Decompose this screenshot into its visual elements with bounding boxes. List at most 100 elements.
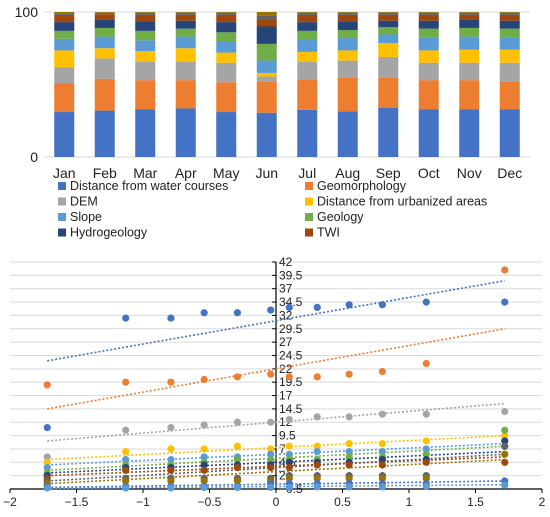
data-point [345, 453, 353, 461]
y-tick-label: 37 [279, 282, 293, 296]
data-point [285, 458, 293, 466]
bar-segment [54, 12, 75, 14]
x-tick-label: Dec [497, 165, 522, 181]
bar-segment [216, 52, 237, 63]
x-tick-label: Sep [376, 165, 401, 181]
data-point [345, 474, 353, 482]
y-tick-label: 27 [279, 335, 293, 349]
bar-segment [175, 62, 196, 81]
bar-segment [54, 38, 75, 51]
data-point [200, 375, 208, 384]
data-point [233, 418, 242, 426]
bar-segment [216, 82, 237, 113]
bar-segment [499, 49, 520, 63]
bar-segment [54, 30, 75, 39]
bar-segment [256, 12, 277, 16]
bar-segment [175, 12, 196, 13]
bar-segment [499, 12, 520, 15]
x-tick-label: 2 [539, 495, 546, 509]
data-point [122, 466, 130, 474]
bar-segment [418, 12, 439, 15]
x-tick-label: −1.5 [65, 495, 89, 509]
bar-segment [297, 12, 318, 15]
data-point [313, 303, 321, 311]
data-point [122, 378, 130, 386]
data-point [422, 298, 430, 306]
bar-segment [54, 67, 75, 84]
data-point [200, 445, 208, 453]
data-point [167, 378, 175, 386]
bar-segment [459, 62, 480, 81]
data-point [378, 461, 386, 469]
bar-segment [175, 48, 196, 63]
data-point [313, 413, 321, 421]
data-point [501, 458, 509, 466]
data-point [378, 410, 386, 418]
data-point [285, 450, 293, 458]
data-point [378, 301, 386, 309]
bar-segment [337, 38, 358, 51]
bar-segment [378, 12, 399, 15]
bar-segment [378, 27, 399, 35]
bar-segment [94, 27, 115, 37]
data-point [501, 426, 509, 434]
data-point [422, 410, 430, 418]
data-point [122, 477, 130, 485]
legend-swatch [305, 228, 313, 237]
y-tick-label: 0 [30, 149, 38, 165]
bar-segment [418, 62, 439, 81]
legend-swatch [305, 197, 313, 206]
bar-segment [54, 13, 75, 15]
data-point [345, 461, 353, 469]
data-point [501, 298, 509, 306]
legend-swatch [58, 182, 66, 190]
x-tick-label: Jun [255, 165, 278, 181]
scatter-chart: −0.524.579.51214.51719.52224.52729.53234… [3, 255, 546, 509]
data-point [200, 477, 208, 485]
bar-segment [256, 43, 277, 61]
bar-segment [135, 14, 156, 22]
x-tick-label: 1.5 [467, 495, 484, 509]
bar-segment [256, 81, 277, 113]
data-point [378, 367, 386, 376]
bar-segment [378, 77, 399, 108]
trendline [47, 279, 505, 362]
bar-segment [216, 112, 237, 157]
legend-label: Geomorphology [317, 179, 407, 193]
x-tick-label: −1 [136, 495, 150, 509]
data-point [167, 456, 175, 464]
bar-segment [418, 37, 439, 51]
bar-segment [135, 80, 156, 110]
bar-segment [135, 30, 156, 41]
data-point [378, 483, 386, 491]
bar-segment [297, 12, 318, 13]
data-point [267, 306, 275, 314]
bar-segment [216, 22, 237, 33]
bar-segment [216, 41, 237, 53]
x-tick-label: May [213, 165, 239, 181]
y-tick-label: 24.5 [279, 348, 303, 362]
legend-label: Slope [70, 210, 102, 224]
data-point [233, 464, 242, 472]
bar-segment [175, 80, 196, 109]
bar-segment [418, 50, 439, 63]
data-point [43, 423, 51, 432]
x-tick-label: Apr [175, 165, 197, 181]
bar-segment [297, 109, 318, 157]
data-point [345, 301, 353, 309]
legend-label: Distance from water courses [70, 179, 228, 193]
y-tick-label: 14.5 [279, 402, 303, 416]
bar-segment [459, 19, 480, 28]
data-point [233, 373, 242, 381]
data-point [200, 421, 208, 429]
bar-segment [378, 34, 399, 44]
bar-segment [459, 49, 480, 63]
data-point [233, 456, 242, 464]
data-point [43, 458, 51, 466]
data-point [122, 484, 130, 492]
legend-swatch [58, 213, 66, 221]
bar-segment [378, 43, 399, 57]
bar-segment [94, 48, 115, 59]
data-point [501, 442, 509, 450]
bar-segment [378, 12, 399, 13]
